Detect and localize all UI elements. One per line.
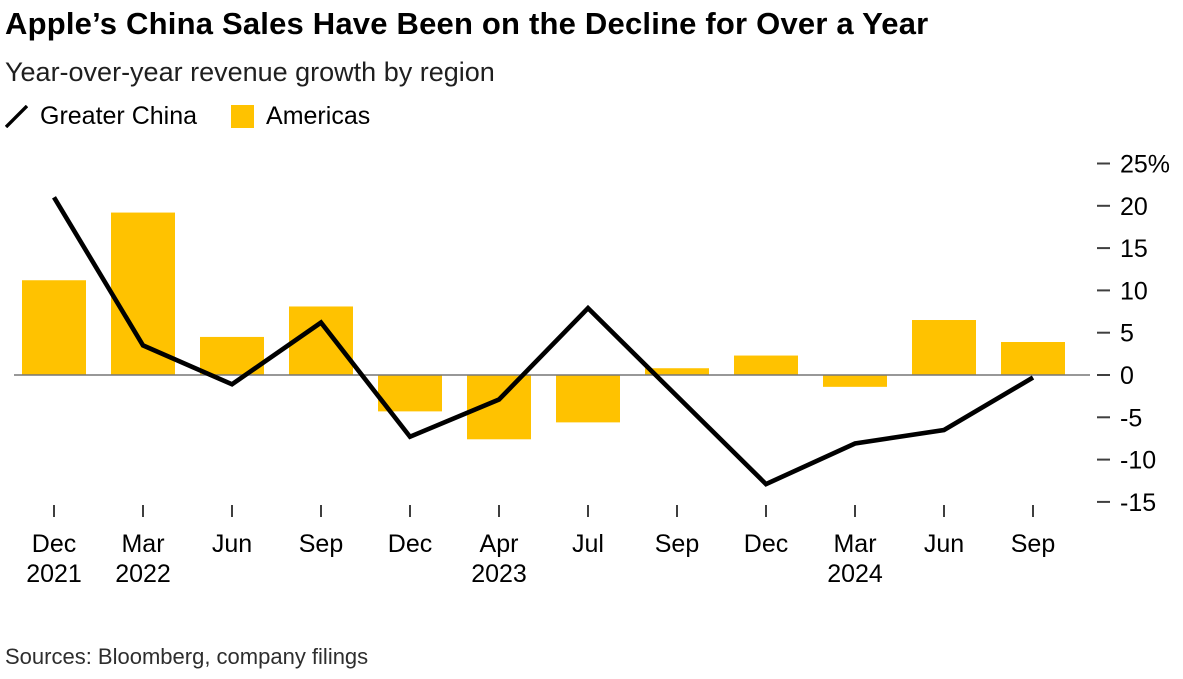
legend-label-greater-china: Greater China — [40, 102, 198, 130]
y-axis-tick-label: -10 — [1120, 447, 1156, 475]
x-axis-month-label: Sep — [1011, 530, 1055, 558]
greater-china-line — [52, 196, 1035, 487]
americas-bar — [734, 355, 798, 375]
legend-item-greater-china: Greater China — [5, 102, 197, 131]
x-axis-year-label: 2023 — [471, 560, 527, 588]
americas-bar — [289, 306, 353, 375]
y-axis-tick-label: 15 — [1120, 235, 1148, 263]
americas-bar — [823, 375, 887, 387]
chart-area: 25% 20 15 10 5 0 -5 -10 -15 Dec 2021 Mar 2022 Jun Sep D… — [0, 140, 1183, 600]
x-axis-year-label: 2022 — [115, 560, 171, 588]
americas-bar — [912, 320, 976, 375]
y-axis-tick-label: -5 — [1120, 404, 1142, 432]
x-axis-month-label: Mar — [833, 530, 876, 558]
y-axis-tick-label: 5 — [1120, 320, 1134, 348]
chart-legend: Greater China Americas — [5, 102, 370, 131]
x-axis-month-label: Apr — [480, 530, 519, 558]
chart-subtitle: Year-over-year revenue growth by region — [5, 57, 495, 87]
x-axis-month-label: Jun — [212, 530, 252, 558]
americas-bar — [22, 280, 86, 375]
y-axis-tick-label: 10 — [1120, 277, 1148, 305]
x-axis-month-label: Sep — [655, 530, 699, 558]
americas-bar — [111, 212, 175, 375]
x-axis-month-label: Mar — [121, 530, 164, 558]
y-axis-tick-label: 0 — [1120, 362, 1134, 390]
americas-bar — [645, 368, 709, 375]
x-axis-month-label: Jun — [924, 530, 964, 558]
legend-label-americas: Americas — [266, 102, 371, 130]
americas-bar — [1001, 342, 1065, 375]
y-axis-tick-label: -15 — [1120, 489, 1156, 517]
y-axis-tick-label: 20 — [1120, 193, 1148, 221]
x-axis-month-label: Dec — [744, 530, 788, 558]
x-axis-month-label: Dec — [32, 530, 76, 558]
americas-bar — [556, 375, 620, 423]
x-axis-month-label: Dec — [388, 530, 432, 558]
chart-title: Apple’s China Sales Have Been on the Dec… — [5, 6, 929, 41]
x-axis-month-label: Jul — [572, 530, 604, 558]
y-axis-tick-label: 25% — [1120, 151, 1170, 179]
x-axis-month-label: Sep — [299, 530, 343, 558]
legend-item-americas: Americas — [231, 102, 370, 131]
source-note: Sources: Bloomberg, company filings — [5, 644, 369, 669]
square-icon — [231, 105, 255, 128]
line-slash-icon — [5, 105, 28, 128]
x-axis-year-label: 2024 — [827, 560, 883, 588]
americas-bar — [378, 375, 442, 412]
x-axis-year-label: 2021 — [26, 560, 82, 588]
